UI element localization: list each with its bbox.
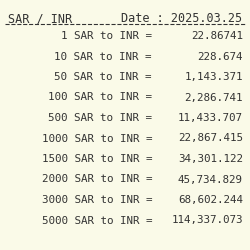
- Text: 34,301.122: 34,301.122: [178, 154, 243, 164]
- Text: 10 SAR to INR =: 10 SAR to INR =: [54, 52, 152, 62]
- Text: SAR / INR: SAR / INR: [8, 12, 72, 25]
- Text: 228.674: 228.674: [198, 52, 243, 62]
- Text: 50 SAR to INR =: 50 SAR to INR =: [54, 72, 152, 82]
- Text: 22.86741: 22.86741: [191, 31, 243, 41]
- Text: 68,602.244: 68,602.244: [178, 195, 243, 205]
- Text: 22,867.415: 22,867.415: [178, 134, 243, 143]
- Text: 45,734.829: 45,734.829: [178, 174, 243, 184]
- Text: 2,286.741: 2,286.741: [184, 92, 243, 102]
- Text: 114,337.073: 114,337.073: [172, 216, 243, 226]
- Text: 1000 SAR to INR =: 1000 SAR to INR =: [42, 134, 152, 143]
- Text: 3000 SAR to INR =: 3000 SAR to INR =: [42, 195, 152, 205]
- Text: 2000 SAR to INR =: 2000 SAR to INR =: [42, 174, 152, 184]
- Text: 500 SAR to INR =: 500 SAR to INR =: [48, 113, 152, 123]
- Text: 5000 SAR to INR =: 5000 SAR to INR =: [42, 216, 152, 226]
- Text: Date : 2025.03.25: Date : 2025.03.25: [121, 12, 242, 25]
- Text: 11,433.707: 11,433.707: [178, 113, 243, 123]
- Text: 1500 SAR to INR =: 1500 SAR to INR =: [42, 154, 152, 164]
- Text: 1,143.371: 1,143.371: [184, 72, 243, 82]
- Text: 1 SAR to INR =: 1 SAR to INR =: [61, 31, 152, 41]
- Text: 100 SAR to INR =: 100 SAR to INR =: [48, 92, 152, 102]
